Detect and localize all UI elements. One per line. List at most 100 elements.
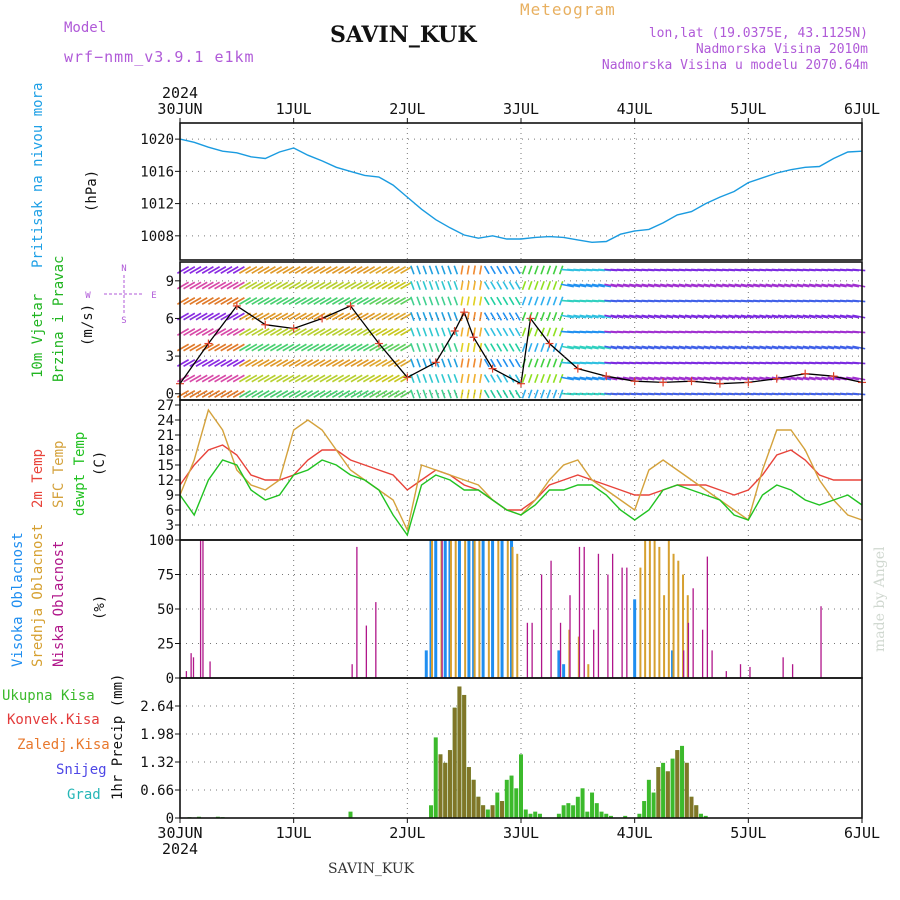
y-tick-label: 100 <box>149 533 174 549</box>
wind-arrow <box>560 314 574 319</box>
wind-arrow <box>508 327 515 337</box>
wind-arrow <box>460 358 464 368</box>
wind-arrow <box>610 283 624 288</box>
wind-arrow <box>502 296 509 306</box>
wind-arrow <box>428 358 434 368</box>
wind-arrow <box>540 327 545 337</box>
precip-total-bar <box>661 762 666 818</box>
wind-arrow <box>350 297 363 305</box>
wind-speed-line <box>179 305 863 385</box>
mid-cloud-bar <box>431 540 434 678</box>
wind-arrow <box>591 376 605 381</box>
wind-arrow <box>534 342 539 353</box>
low-cloud-bar <box>749 666 751 678</box>
wind-arrow <box>257 374 270 383</box>
wind-arrow <box>852 345 866 350</box>
wind-arrow <box>220 266 233 274</box>
wind-arrow <box>282 297 295 305</box>
wind-arrow <box>400 390 413 398</box>
wind-arrow <box>387 297 400 305</box>
wind-arrow <box>585 314 599 319</box>
wind-arrow <box>276 343 289 352</box>
wind-arrow <box>558 342 564 353</box>
wind-arrow <box>697 376 711 381</box>
wind-arrow <box>759 345 773 350</box>
wind-arrow <box>294 281 307 290</box>
wind-arrow <box>226 374 239 383</box>
y-tick-label: 24 <box>157 413 174 429</box>
wind-arrow <box>546 296 552 306</box>
wind-arrow <box>369 266 382 274</box>
wind-arrow <box>472 311 476 322</box>
x-label-bottom: 2JUL <box>389 824 425 842</box>
wind-arrow <box>684 283 698 288</box>
wind-arrow <box>232 328 245 336</box>
wind-arrow <box>441 358 446 368</box>
wind-arrow <box>232 390 245 398</box>
wind-arrow <box>546 358 552 368</box>
wind-arrow <box>647 376 661 381</box>
wind-arrow <box>300 297 314 305</box>
wind-arrow <box>282 281 295 290</box>
wind-arrow <box>319 266 332 274</box>
wind-arrow <box>232 297 245 305</box>
precip-conv-bar <box>452 707 457 818</box>
wind-arrow <box>356 328 369 336</box>
wind-arrow <box>490 265 496 275</box>
low-cloud-bar <box>711 650 713 678</box>
wind-arrow <box>821 314 835 319</box>
wind-arrow <box>195 390 208 398</box>
precip-total-bar <box>495 792 500 818</box>
wind-arrow <box>416 311 421 322</box>
wind-arrow <box>521 327 527 337</box>
wind-arrow <box>393 390 407 398</box>
wind-arrow <box>802 376 816 381</box>
wind-arrow <box>453 358 459 368</box>
wind-arrow <box>226 328 239 336</box>
wind-arrow <box>441 311 446 322</box>
altitude-text: Nadmorska Visina 2010m <box>695 42 868 57</box>
wind-arrow <box>313 390 326 398</box>
wind-arrow <box>598 376 612 381</box>
wind-arrow <box>232 281 245 290</box>
wind-arrow <box>709 345 723 350</box>
low-cloud-bar <box>692 588 694 678</box>
wind-arrow <box>839 283 853 288</box>
wind-arrow <box>722 283 736 288</box>
y-tick-label: 12 <box>157 473 174 489</box>
precip-total-bar <box>651 792 656 818</box>
wind-arrow <box>183 359 196 367</box>
wind-arrow <box>479 327 483 337</box>
wind-arrow <box>502 358 509 368</box>
low-cloud-bar <box>626 567 628 678</box>
wind-arrow <box>369 297 382 305</box>
wind-arrow <box>189 374 202 383</box>
wind-arrow <box>610 345 624 350</box>
x-label-top: 3JUL <box>503 100 539 118</box>
wind-arrow <box>527 358 533 368</box>
mid-cloud-bar <box>449 540 452 678</box>
wind-arrow <box>294 297 307 305</box>
wind-arrow <box>746 345 760 350</box>
precip-total-bar <box>566 803 571 818</box>
wind-arrow <box>344 281 357 290</box>
wind-arrow <box>722 345 736 350</box>
wind-arrow <box>802 314 816 319</box>
wind-arrow <box>251 359 264 367</box>
wind-arrow <box>232 343 245 352</box>
wind-arrow <box>300 374 314 383</box>
wind-arrow <box>616 283 630 288</box>
wind-arrow <box>400 281 413 290</box>
mid-cloud-bar <box>677 560 680 678</box>
wind-arrow <box>189 390 202 398</box>
precip-total-bar <box>509 775 514 818</box>
x-label-bottom: 30JUN <box>157 824 202 842</box>
wind-arrow <box>214 328 227 336</box>
y-tick-label: 27 <box>157 398 174 414</box>
low-cloud-bar <box>593 629 595 678</box>
wind-arrow <box>447 280 452 291</box>
wind-arrow <box>362 359 376 367</box>
wind-arrow <box>759 314 773 319</box>
wind-arrow <box>534 265 539 275</box>
